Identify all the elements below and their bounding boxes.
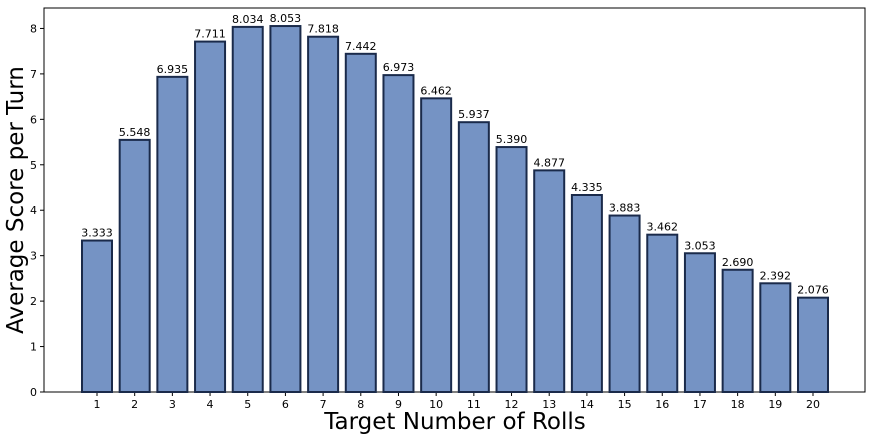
bar-value-label: 5.548 bbox=[119, 126, 151, 139]
x-tick-label: 17 bbox=[693, 398, 707, 411]
bar-value-label: 4.877 bbox=[533, 156, 565, 169]
bar-value-label: 3.883 bbox=[609, 202, 641, 215]
bar bbox=[194, 40, 227, 394]
x-tick-label: 8 bbox=[357, 398, 364, 411]
bar bbox=[646, 233, 679, 393]
y-axis-title: Average Score per Turn bbox=[3, 66, 29, 334]
bar-value-label: 7.442 bbox=[345, 40, 377, 53]
bar bbox=[269, 25, 302, 393]
y-tick-label: 3 bbox=[30, 250, 37, 263]
plot-frame bbox=[43, 7, 866, 393]
x-tick-label: 1 bbox=[94, 398, 101, 411]
x-tick-label: 20 bbox=[806, 398, 820, 411]
x-tick-label: 6 bbox=[282, 398, 289, 411]
bar bbox=[81, 239, 113, 393]
x-tick-label: 7 bbox=[320, 398, 327, 411]
bar-value-label: 7.818 bbox=[307, 23, 339, 36]
y-tick-label: 2 bbox=[30, 295, 37, 308]
x-tick-label: 2 bbox=[131, 398, 138, 411]
bar bbox=[118, 138, 151, 393]
bar-value-label: 5.937 bbox=[458, 108, 490, 121]
bar bbox=[231, 25, 264, 394]
y-axis: 0 1 2 3 4 5 6 7 8 bbox=[30, 22, 44, 399]
bar bbox=[307, 35, 340, 394]
bar bbox=[797, 296, 829, 393]
x-tick-label: 16 bbox=[655, 398, 669, 411]
bar-series bbox=[81, 25, 829, 394]
y-tick-label: 7 bbox=[30, 68, 37, 81]
bar bbox=[457, 121, 490, 394]
bar-value-label: 6.973 bbox=[383, 61, 415, 74]
bar-value-label: 6.935 bbox=[157, 63, 189, 76]
bar bbox=[721, 268, 754, 394]
bar bbox=[156, 75, 189, 393]
x-tick-label: 19 bbox=[768, 398, 782, 411]
bar-value-label: 3.333 bbox=[81, 227, 113, 240]
x-tick-label: 10 bbox=[429, 398, 443, 411]
y-tick-label: 6 bbox=[30, 113, 37, 126]
x-axis: 1 2 3 4 5 6 7 8 9 10 11 12 13 14 15 16 17 18 19 20 bbox=[94, 392, 820, 411]
bar bbox=[533, 169, 566, 393]
x-tick-label: 11 bbox=[467, 398, 481, 411]
x-tick-label: 14 bbox=[580, 398, 594, 411]
bar-value-label: 4.335 bbox=[571, 181, 603, 194]
y-tick-label: 1 bbox=[30, 341, 37, 354]
bar-value-label: 6.462 bbox=[420, 84, 452, 97]
x-tick-label: 12 bbox=[505, 398, 519, 411]
bar-value-label: 8.034 bbox=[232, 13, 264, 26]
y-tick-label: 5 bbox=[30, 159, 37, 172]
bar bbox=[344, 52, 377, 393]
bar bbox=[683, 252, 716, 393]
value-labels: 3.333 5.548 6.935 7.711 8.034 8.053 7.818 7.442… bbox=[81, 12, 829, 297]
x-tick-label: 3 bbox=[169, 398, 176, 411]
bar bbox=[570, 194, 603, 393]
bar-value-label: 3.053 bbox=[684, 239, 716, 252]
bar-value-label: 3.462 bbox=[647, 221, 679, 234]
bar-value-label: 7.711 bbox=[194, 28, 226, 41]
bar bbox=[495, 146, 528, 393]
x-tick-label: 15 bbox=[618, 398, 632, 411]
bar-value-label: 5.390 bbox=[496, 133, 528, 146]
y-tick-label: 4 bbox=[30, 204, 37, 217]
bar-value-label: 2.690 bbox=[722, 256, 754, 269]
x-tick-label: 9 bbox=[395, 398, 402, 411]
x-tick-label: 4 bbox=[207, 398, 214, 411]
y-tick-label: 8 bbox=[30, 22, 37, 35]
x-tick-label: 18 bbox=[731, 398, 745, 411]
bar-value-label: 2.392 bbox=[760, 269, 792, 282]
bar-value-label: 8.053 bbox=[270, 12, 302, 25]
y-tick-label: 0 bbox=[30, 386, 37, 399]
x-tick-label: 13 bbox=[542, 398, 556, 411]
x-axis-title: Target Number of Rolls bbox=[323, 409, 585, 435]
bar bbox=[382, 74, 415, 393]
x-tick-label: 5 bbox=[244, 398, 251, 411]
bar bbox=[420, 97, 453, 393]
bar bbox=[608, 214, 641, 393]
bar-value-label: 2.076 bbox=[797, 284, 829, 297]
bar bbox=[759, 282, 792, 393]
